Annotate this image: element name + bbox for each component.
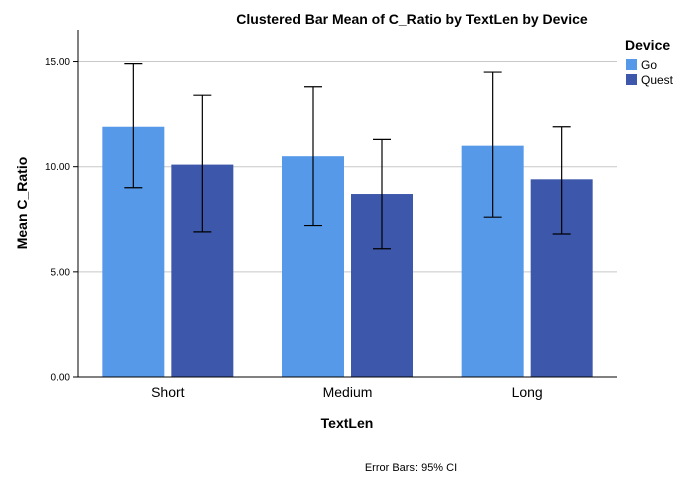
x-axis-categories: Short Medium Long: [151, 384, 543, 400]
legend-title: Device: [625, 37, 670, 53]
chart-title: Clustered Bar Mean of C_Ratio by TextLen…: [236, 11, 588, 27]
error-bars-footnote: Error Bars: 95% CI: [365, 462, 457, 474]
error-bar-quest-medium: [373, 138, 391, 250]
legend-swatch-quest: [626, 74, 637, 85]
bars: [102, 126, 593, 377]
error-bar-go-short: [124, 63, 143, 189]
x-category-label-medium: Medium: [323, 384, 373, 400]
gridlines: [78, 61, 617, 273]
error-bar-quest-short: [193, 94, 212, 233]
legend-label-go: Go: [641, 58, 657, 72]
legend-label-quest: Quest: [641, 73, 674, 87]
y-axis-title: Mean C_Ratio: [14, 157, 30, 250]
y-tick-label: 0.00: [51, 373, 71, 384]
x-category-label-short: Short: [151, 384, 185, 400]
y-axis-ticks: 0.00 5.00 10.00 15.00: [45, 57, 78, 384]
y-tick-label: 5.00: [51, 267, 71, 278]
error-bar-go-long: [483, 71, 502, 218]
error-bar-go-medium: [304, 86, 322, 227]
x-axis-title: TextLen: [321, 415, 374, 431]
y-tick-label: 10.00: [45, 162, 70, 173]
error-bars: [124, 63, 571, 250]
error-bar-quest-long: [552, 126, 571, 235]
x-category-label-long: Long: [512, 384, 543, 400]
legend-swatch-go: [626, 59, 637, 70]
y-tick-label: 15.00: [45, 57, 70, 68]
